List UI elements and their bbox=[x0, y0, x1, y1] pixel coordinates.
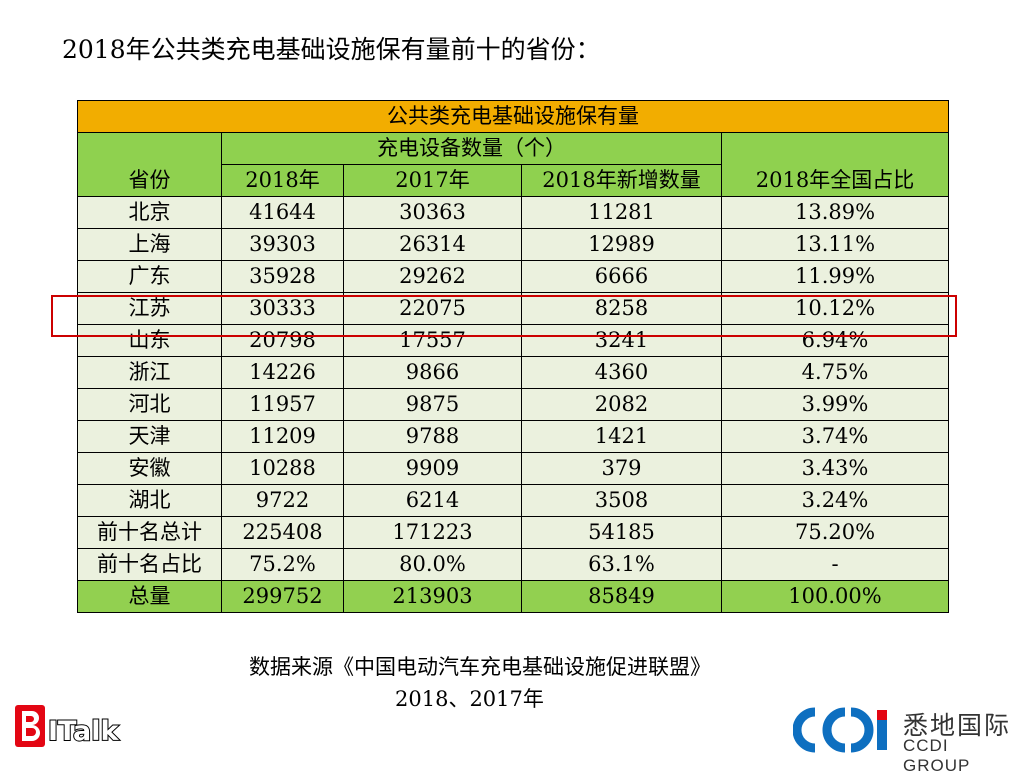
table-row: 前十名总计 225408 171223 54185 75.20% bbox=[77, 516, 950, 549]
row-label-cell: 北京 bbox=[77, 196, 222, 229]
row-label-cell: 山东 bbox=[77, 324, 222, 357]
table-cell: 11209 bbox=[221, 420, 344, 453]
table-cell: 26314 bbox=[343, 228, 522, 261]
table-cell: 2082 bbox=[521, 388, 722, 421]
table-cell: 3508 bbox=[521, 484, 722, 517]
table-cell: 75.20% bbox=[720, 516, 950, 549]
table-cell: 10288 bbox=[221, 452, 344, 485]
table-cell: 9722 bbox=[221, 484, 344, 517]
row-label-cell: 天津 bbox=[77, 420, 222, 453]
charging-table: 公共类充电基础设施保有量 省份 充电设备数量（个） 2018年全国占比 2018… bbox=[76, 100, 950, 613]
table-row: 湖北 9722 6214 3508 3.24% bbox=[77, 484, 950, 517]
table-cell: 10.12% bbox=[720, 292, 950, 325]
table-cell: 11281 bbox=[521, 196, 722, 229]
table-cell: 39303 bbox=[221, 228, 344, 261]
table-cell: 6.94% bbox=[720, 324, 950, 357]
row-label-cell: 上海 bbox=[77, 228, 222, 261]
ccdi-logo: 悉地国际 CCDI GROUP bbox=[793, 706, 1013, 775]
table-row: 天津 11209 9788 1421 3.74% bbox=[77, 420, 950, 453]
table-cell: 9788 bbox=[343, 420, 522, 453]
table-cell: 75.2% bbox=[221, 548, 344, 581]
table-cell: 12989 bbox=[521, 228, 722, 261]
table-cell: 54185 bbox=[521, 516, 722, 549]
row-label-cell: 前十名总计 bbox=[77, 516, 222, 549]
table-cell: 14226 bbox=[221, 356, 344, 389]
table-row: 江苏 30333 22075 8258 10.12% bbox=[77, 292, 950, 325]
highlight-box-jiangsu bbox=[51, 295, 957, 337]
column-header-new-2018: 2018年新增数量 bbox=[521, 164, 722, 197]
table-row: 浙江 14226 9866 4360 4.75% bbox=[77, 356, 950, 389]
column-header-2017: 2017年 bbox=[343, 164, 522, 197]
row-label-cell: 总量 bbox=[77, 580, 222, 613]
table-cell: - bbox=[720, 548, 950, 581]
row-label-cell: 湖北 bbox=[77, 484, 222, 517]
svg-text:ITalk: ITalk bbox=[48, 716, 119, 747]
table-cell: 29262 bbox=[343, 260, 522, 293]
group-header-device-count: 充电设备数量（个） bbox=[221, 132, 722, 165]
column-header-province: 省份 bbox=[77, 132, 222, 197]
table-cell: 4360 bbox=[521, 356, 722, 389]
table-row: 广东 35928 29262 6666 11.99% bbox=[77, 260, 950, 293]
table-cell: 9866 bbox=[343, 356, 522, 389]
table-cell: 3241 bbox=[521, 324, 722, 357]
source-years: 2018、2017年 bbox=[395, 687, 544, 711]
table-cell: 3.24% bbox=[720, 484, 950, 517]
table-row: 总量 299752 213903 85849 100.00% bbox=[77, 580, 950, 613]
table-cell: 100.00% bbox=[720, 580, 950, 613]
table-main-header: 公共类充电基础设施保有量 bbox=[76, 100, 950, 133]
ccdi-logo-cn: 悉地国际 bbox=[903, 711, 1012, 740]
table-cell: 1421 bbox=[521, 420, 722, 453]
row-label-cell: 浙江 bbox=[77, 356, 222, 389]
table-cell: 63.1% bbox=[521, 548, 722, 581]
table-cell: 9909 bbox=[343, 452, 522, 485]
table-cell: 6214 bbox=[343, 484, 522, 517]
table-cell: 17557 bbox=[343, 324, 522, 357]
table-cell: 41644 bbox=[221, 196, 344, 229]
table-cell: 11.99% bbox=[720, 260, 950, 293]
row-label-cell: 江苏 bbox=[77, 292, 222, 325]
column-header-share: 2018年全国占比 bbox=[720, 132, 950, 197]
table-cell: 11957 bbox=[221, 388, 344, 421]
table-row: 北京 41644 30363 11281 13.89% bbox=[77, 196, 950, 229]
source-note: 数据来源《中国电动汽车充电基础设施促进联盟》 bbox=[249, 655, 711, 679]
table-cell: 20798 bbox=[221, 324, 344, 357]
table-cell: 35928 bbox=[221, 260, 344, 293]
row-label-cell: 广东 bbox=[77, 260, 222, 293]
table-cell: 80.0% bbox=[343, 548, 522, 581]
table-cell: 379 bbox=[521, 452, 722, 485]
table-cell: 30363 bbox=[343, 196, 522, 229]
table-cell: 171223 bbox=[343, 516, 522, 549]
table-row: 河北 11957 9875 2082 3.99% bbox=[77, 388, 950, 421]
row-label-cell: 安徽 bbox=[77, 452, 222, 485]
row-label-cell: 前十名占比 bbox=[77, 548, 222, 581]
table-cell: 3.74% bbox=[720, 420, 950, 453]
table-cell: 4.75% bbox=[720, 356, 950, 389]
table-row: 上海 39303 26314 12989 13.11% bbox=[77, 228, 950, 261]
bitalk-logo: ITalk bbox=[14, 704, 144, 750]
column-header-2018: 2018年 bbox=[221, 164, 344, 197]
table-cell: 6666 bbox=[521, 260, 722, 293]
table-cell: 3.99% bbox=[720, 388, 950, 421]
table-cell: 13.89% bbox=[720, 196, 950, 229]
table-cell: 13.11% bbox=[720, 228, 950, 261]
table-cell: 3.43% bbox=[720, 452, 950, 485]
table-cell: 213903 bbox=[343, 580, 522, 613]
ccdi-logo-en: CCDI GROUP bbox=[903, 736, 971, 775]
table-cell: 299752 bbox=[221, 580, 344, 613]
table-cell: 8258 bbox=[521, 292, 722, 325]
table-cell: 225408 bbox=[221, 516, 344, 549]
page-title: 2018年公共类充电基础设施保有量前十的省份： bbox=[62, 35, 601, 64]
table-row: 前十名占比 75.2% 80.0% 63.1% - bbox=[77, 548, 950, 581]
table-cell: 9875 bbox=[343, 388, 522, 421]
table-cell: 85849 bbox=[521, 580, 722, 613]
table-row: 山东 20798 17557 3241 6.94% bbox=[77, 324, 950, 357]
table-row: 安徽 10288 9909 379 3.43% bbox=[77, 452, 950, 485]
row-label-cell: 河北 bbox=[77, 388, 222, 421]
